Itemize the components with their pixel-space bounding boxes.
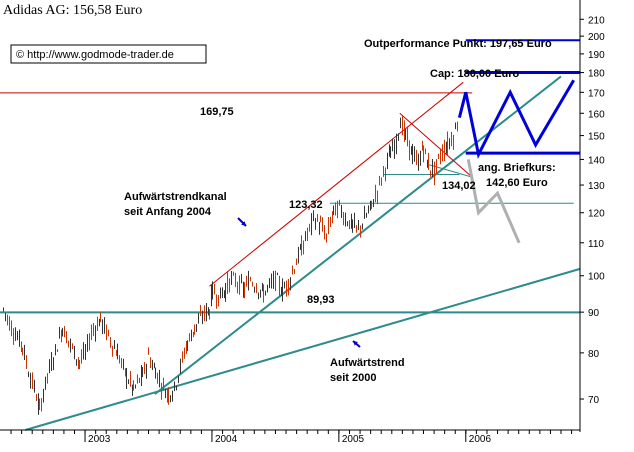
y-tick-label: 200 (588, 32, 605, 43)
annotation-briefkurs-line2: 142,60 Euro (486, 177, 548, 189)
annotation-channel-line1: Aufwärtstrendkanal (124, 191, 227, 203)
y-tick-label: 90 (588, 308, 600, 319)
y-tick-label: 140 (588, 155, 605, 166)
y-tick-label: 170 (588, 88, 605, 99)
y-tick-label: 130 (588, 181, 605, 192)
annotation-briefkurs-line1: ang. Briefkurs: (478, 162, 556, 174)
arrow-channel-head (241, 221, 246, 226)
y-tick-label: 70 (588, 395, 600, 406)
projection-up-line (457, 79, 575, 160)
line-channel-upper (209, 81, 464, 287)
projections (457, 79, 575, 244)
line-triangle-upper (399, 112, 473, 178)
x-tick-label: 2006 (469, 434, 492, 445)
x-tick-label: 2005 (342, 434, 365, 445)
arrow-trend-head (353, 341, 358, 346)
y-tick-label: 210 (588, 15, 605, 26)
annotation-cap: Cap: 180,00 Euro (430, 68, 520, 80)
y-tick-label: 160 (588, 109, 605, 120)
y-axis: 70 80 90 100 110 120 130 140 150 160 170 180 190 200 2… (579, 0, 605, 432)
x-axis: 2003 2004 2005 2006 (0, 429, 580, 445)
y-tick-label: 120 (588, 209, 605, 220)
annotation-resistance: 169,75 (200, 106, 234, 118)
annotation-arrows (237, 217, 361, 348)
annotation-level-134: 134,02 (442, 180, 476, 192)
annotation-outperformance: Outperformance Punkt: 197,65 Euro (364, 38, 552, 50)
x-tick-label: 2004 (215, 434, 238, 445)
y-tick-label: 80 (588, 349, 600, 360)
y-tick-label: 100 (588, 272, 605, 283)
y-tick-label: 110 (588, 239, 604, 250)
watermark-text: © http://www.godmode-trader.de (16, 49, 174, 61)
line-triangle-lower (427, 163, 473, 178)
annotation-trend-line1: Aufwärtstrend (330, 357, 405, 369)
trend-lines (0, 39, 581, 431)
annotations: Outperformance Punkt: 197,65 Euro Cap: 1… (124, 38, 556, 384)
line-trend-2000 (25, 267, 581, 431)
price-candles (3, 115, 458, 415)
y-tick-label: 180 (588, 69, 605, 80)
projection-down-line (466, 159, 521, 244)
annotation-trend-line2: seit 2000 (330, 372, 376, 384)
watermark-box (10, 44, 207, 64)
annotation-level-123: 123,32 (289, 199, 323, 211)
line-channel-lower (154, 75, 562, 395)
chart-title: Adidas AG: 156,58 Euro (3, 3, 142, 18)
annotation-channel-line2: seit Anfang 2004 (124, 206, 212, 218)
x-tick-label: 2003 (88, 434, 111, 445)
y-tick-label: 190 (588, 50, 605, 61)
annotation-support: 89,93 (307, 294, 335, 306)
y-tick-label: 150 (588, 132, 605, 143)
